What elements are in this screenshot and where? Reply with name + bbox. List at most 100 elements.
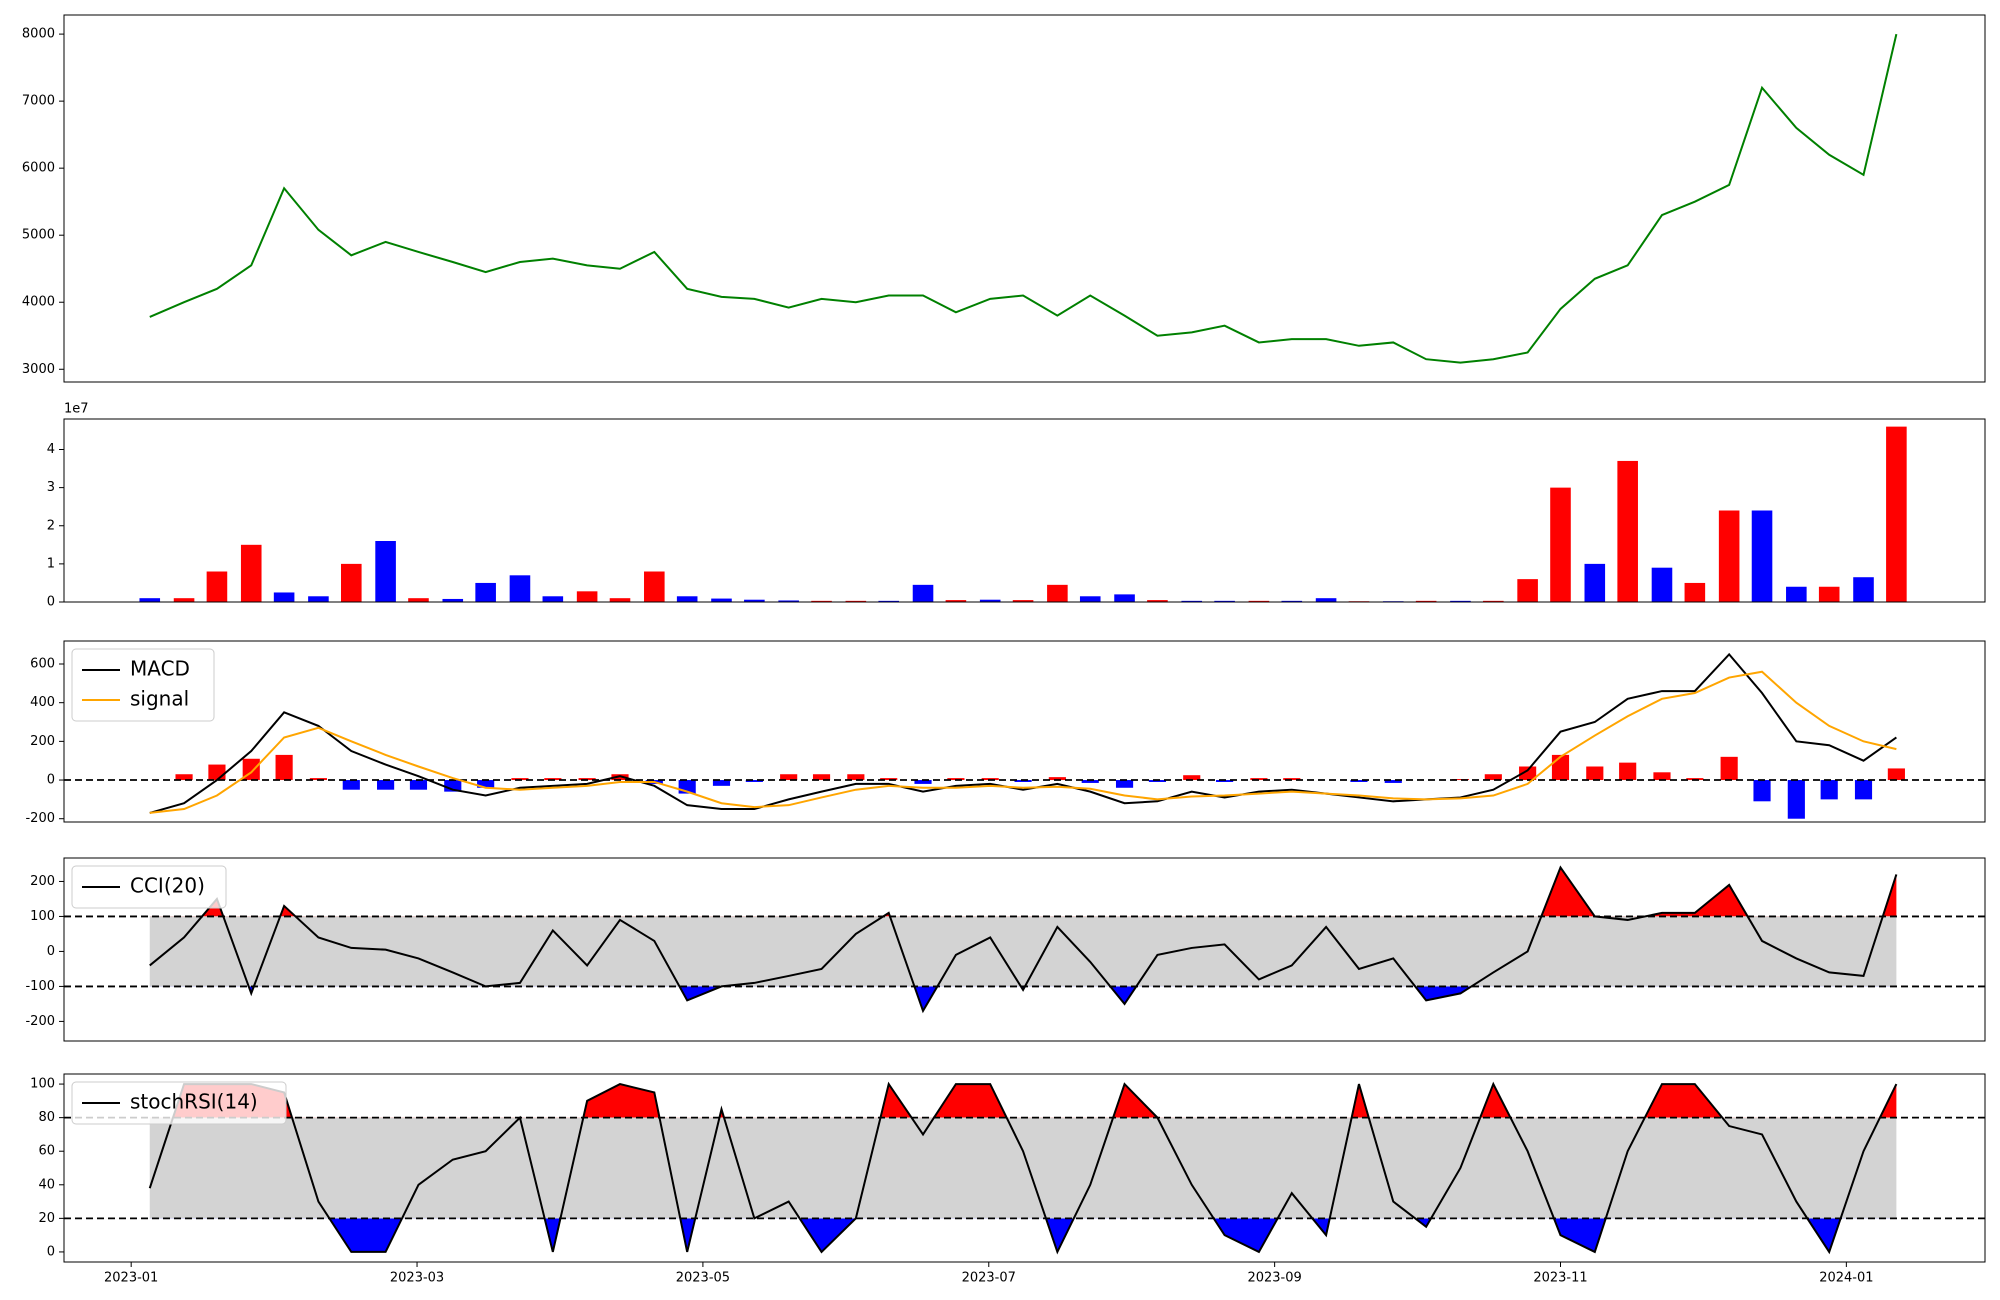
- y-tick-label: 4000: [22, 295, 55, 310]
- panel-frame: [63, 418, 1986, 603]
- histogram-bar: [275, 754, 293, 781]
- histogram-bar: [1854, 780, 1873, 800]
- x-tick-label: 2023-05: [676, 1271, 730, 1286]
- volume-bar: [1450, 600, 1471, 602]
- panel-frame: [63, 1073, 1986, 1263]
- volume-bar: [1415, 600, 1437, 602]
- volume-bar: [240, 544, 262, 602]
- y-tick-label: 0: [47, 1244, 55, 1259]
- volume-bar: [912, 584, 934, 602]
- volume-bar: [576, 591, 598, 602]
- volume-bar: [609, 598, 631, 602]
- y-tick-label: 100: [30, 909, 55, 924]
- y-tick-label: 6000: [22, 161, 55, 176]
- legend-box: [71, 1081, 287, 1125]
- volume-bar: [173, 598, 195, 602]
- histogram-bar: [1081, 780, 1099, 783]
- y-tick-label: 0: [47, 773, 55, 788]
- indicator-line: [149, 652, 1897, 814]
- volume-bar: [1517, 579, 1538, 602]
- volume-bar: [778, 600, 799, 602]
- volume-bar: [1853, 577, 1874, 602]
- volume-bar: [811, 600, 832, 602]
- volume-bar: [1047, 584, 1068, 602]
- volume-bar: [1079, 596, 1101, 602]
- histogram-bar: [1887, 768, 1905, 781]
- volume-bar: [1483, 600, 1504, 602]
- volume-bar: [475, 582, 496, 602]
- histogram-bar: [544, 778, 562, 781]
- y-tick-label: -100: [25, 979, 55, 994]
- histogram-bar: [1820, 780, 1838, 800]
- overbought-fill: [149, 1084, 1897, 1118]
- volume-bar: [845, 600, 867, 602]
- histogram-bar: [1720, 756, 1738, 781]
- volume-bar: [1550, 487, 1571, 602]
- offset-label: 1e7: [64, 402, 89, 417]
- y-tick-label: 20: [38, 1211, 55, 1226]
- histogram-bar: [1283, 778, 1301, 781]
- legend-label: MACD: [130, 657, 190, 681]
- histogram-bar: [1686, 778, 1704, 781]
- y-tick-label: -200: [25, 1014, 55, 1029]
- volume-bar: [979, 599, 1001, 602]
- legend-label: CCI(20): [130, 874, 205, 898]
- volume-bar: [308, 596, 329, 602]
- panel-frame: [63, 857, 1986, 1042]
- volume-bar: [1181, 600, 1203, 602]
- volume-bar: [1012, 600, 1034, 602]
- histogram-bar: [745, 780, 763, 782]
- y-tick-label: 3: [47, 480, 55, 495]
- histogram-bar: [981, 778, 999, 781]
- histogram-bar: [1519, 766, 1537, 781]
- histogram-bar: [1484, 774, 1502, 781]
- histogram-bar: [780, 774, 798, 781]
- histogram-bar: [1787, 780, 1805, 819]
- y-tick-label: 7000: [22, 94, 55, 109]
- volume-bar: [139, 598, 161, 602]
- neutral-band: [149, 916, 1897, 987]
- volume-bar: [744, 599, 765, 602]
- histogram-bar: [477, 780, 495, 788]
- y-tick-label: 400: [30, 695, 55, 710]
- volume-bar: [542, 596, 564, 602]
- overbought-fill: [149, 867, 1897, 917]
- volume-bar: [676, 596, 698, 602]
- histogram-bar: [377, 780, 395, 790]
- volume-bar: [1718, 510, 1740, 602]
- panel-frame: [63, 14, 1986, 383]
- histogram-bar: [1048, 777, 1066, 781]
- x-tick-label: 2023-03: [390, 1271, 444, 1286]
- indicator-line: [148, 1081, 1898, 1255]
- volume-bar: [1248, 600, 1270, 602]
- legend-label: stochRSI(14): [130, 1090, 258, 1114]
- volume-bar: [408, 598, 429, 602]
- histogram-bar: [1753, 780, 1771, 802]
- histogram-bar: [444, 780, 462, 792]
- volume-bar: [1786, 586, 1807, 602]
- legend-label: signal: [130, 687, 189, 711]
- x-tick-label: 2023-07: [962, 1271, 1016, 1286]
- histogram-bar: [1586, 766, 1604, 781]
- y-tick-label: 200: [30, 734, 55, 749]
- x-tick-label: 2024-01: [1819, 1271, 1873, 1286]
- histogram-bar: [1183, 775, 1201, 781]
- volume-bar: [273, 592, 295, 602]
- x-tick-label: 2023-01: [104, 1271, 158, 1286]
- histogram-bar: [1148, 780, 1167, 782]
- histogram-bar: [1551, 754, 1570, 781]
- volume-bar: [945, 600, 967, 602]
- volume-bar: [1281, 600, 1303, 602]
- histogram-bar: [175, 774, 193, 781]
- volume-bar: [1214, 600, 1235, 602]
- volume-bar: [1751, 510, 1773, 602]
- legend-box: [71, 865, 227, 909]
- volume-bar: [1651, 567, 1673, 602]
- indicator-line: [149, 865, 1898, 1014]
- y-tick-label: 600: [30, 657, 55, 672]
- y-tick-label: 3000: [22, 362, 55, 377]
- volume-bar: [1617, 460, 1638, 602]
- histogram-bar: [1451, 779, 1470, 781]
- volume-bar: [711, 598, 732, 602]
